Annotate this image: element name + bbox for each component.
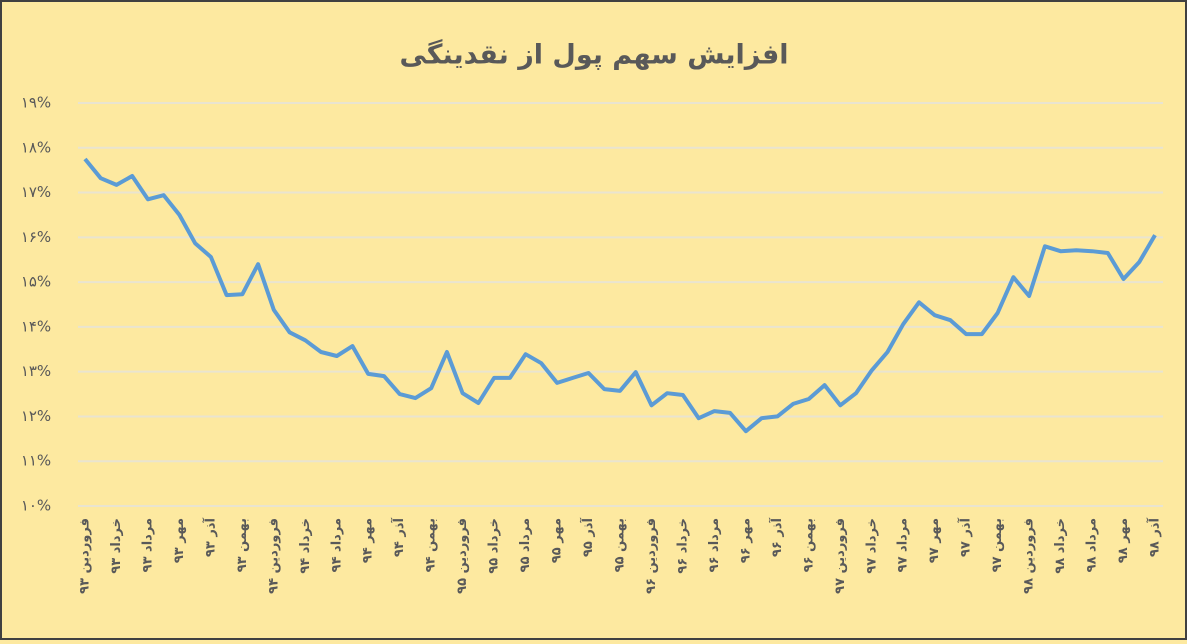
x-tick-label: فروردین ۹۴ [266, 518, 281, 594]
y-tick-label: ۱۱% [21, 452, 51, 470]
x-tick-label: مرداد ۹۶ [707, 518, 722, 572]
x-tick-label: فروردین ۹۷ [833, 518, 848, 594]
x-tick-label: آذر ۹۸ [1146, 517, 1163, 557]
y-tick-label: ۱۵% [21, 273, 51, 291]
x-tick-label: بهمن ۹۳ [235, 518, 250, 572]
x-tick-label: خرداد ۹۳ [109, 518, 124, 574]
x-tick-label: خرداد ۹۶ [675, 518, 690, 574]
y-tick-label: ۱۴% [21, 317, 51, 335]
y-tick-label: ۱۰% [21, 497, 51, 515]
x-tick-label: مهر ۹۳ [172, 518, 187, 563]
x-tick-label: مهر ۹۴ [361, 518, 376, 563]
x-tick-label: مرداد ۹۸ [1085, 518, 1100, 572]
data-line [83, 157, 1157, 434]
x-tick-label: مهر ۹۵ [550, 518, 565, 563]
x-tick-label: آذر ۹۵ [579, 517, 596, 557]
x-tick-label: بهمن ۹۴ [424, 518, 439, 572]
x-tick-label: فروردین ۹۸ [1022, 518, 1037, 594]
x-tick-label: فروردین ۹۵ [455, 518, 470, 594]
y-tick-label: ۱۶% [21, 228, 51, 246]
x-tick-label: آذر ۹۷ [957, 517, 974, 557]
x-tick-label: بهمن ۹۷ [990, 518, 1005, 572]
x-tick-label: مرداد ۹۵ [518, 518, 533, 572]
y-tick-label: ۱۳% [21, 362, 51, 380]
x-tick-label: خرداد ۹۴ [298, 518, 313, 574]
x-tick-label: بهمن ۹۶ [801, 518, 816, 572]
y-tick-label: ۱۹% [21, 94, 51, 112]
x-tick-label: بهمن ۹۵ [613, 518, 628, 572]
y-tick-label: ۱۷% [21, 183, 51, 201]
x-tick-label: خرداد ۹۵ [487, 518, 502, 574]
x-tick-label: خرداد ۹۸ [1053, 518, 1068, 574]
chart-title: افزایش سهم پول از نقدینگی [399, 39, 788, 71]
x-tick-label: فروردین ۹۳ [78, 518, 93, 594]
x-tick-label: مهر ۹۸ [1116, 518, 1131, 563]
x-tick-label: آذر ۹۳ [201, 517, 218, 557]
x-tick-label: مهر ۹۷ [927, 518, 942, 563]
x-tick-label: مرداد ۹۳ [140, 518, 155, 572]
x-tick-label: مهر ۹۶ [738, 518, 753, 563]
y-tick-label: ۱۲% [21, 407, 51, 425]
x-tick-label: خرداد ۹۷ [864, 518, 879, 574]
y-tick-label: ۱۸% [21, 138, 51, 156]
x-tick-label: آذر ۹۶ [768, 517, 785, 557]
x-tick-label: فروردین ۹۶ [644, 518, 659, 594]
x-tick-label: آذر ۹۴ [390, 517, 407, 557]
x-tick-label: مرداد ۹۴ [329, 518, 344, 572]
x-tick-label: مرداد ۹۷ [896, 518, 911, 572]
